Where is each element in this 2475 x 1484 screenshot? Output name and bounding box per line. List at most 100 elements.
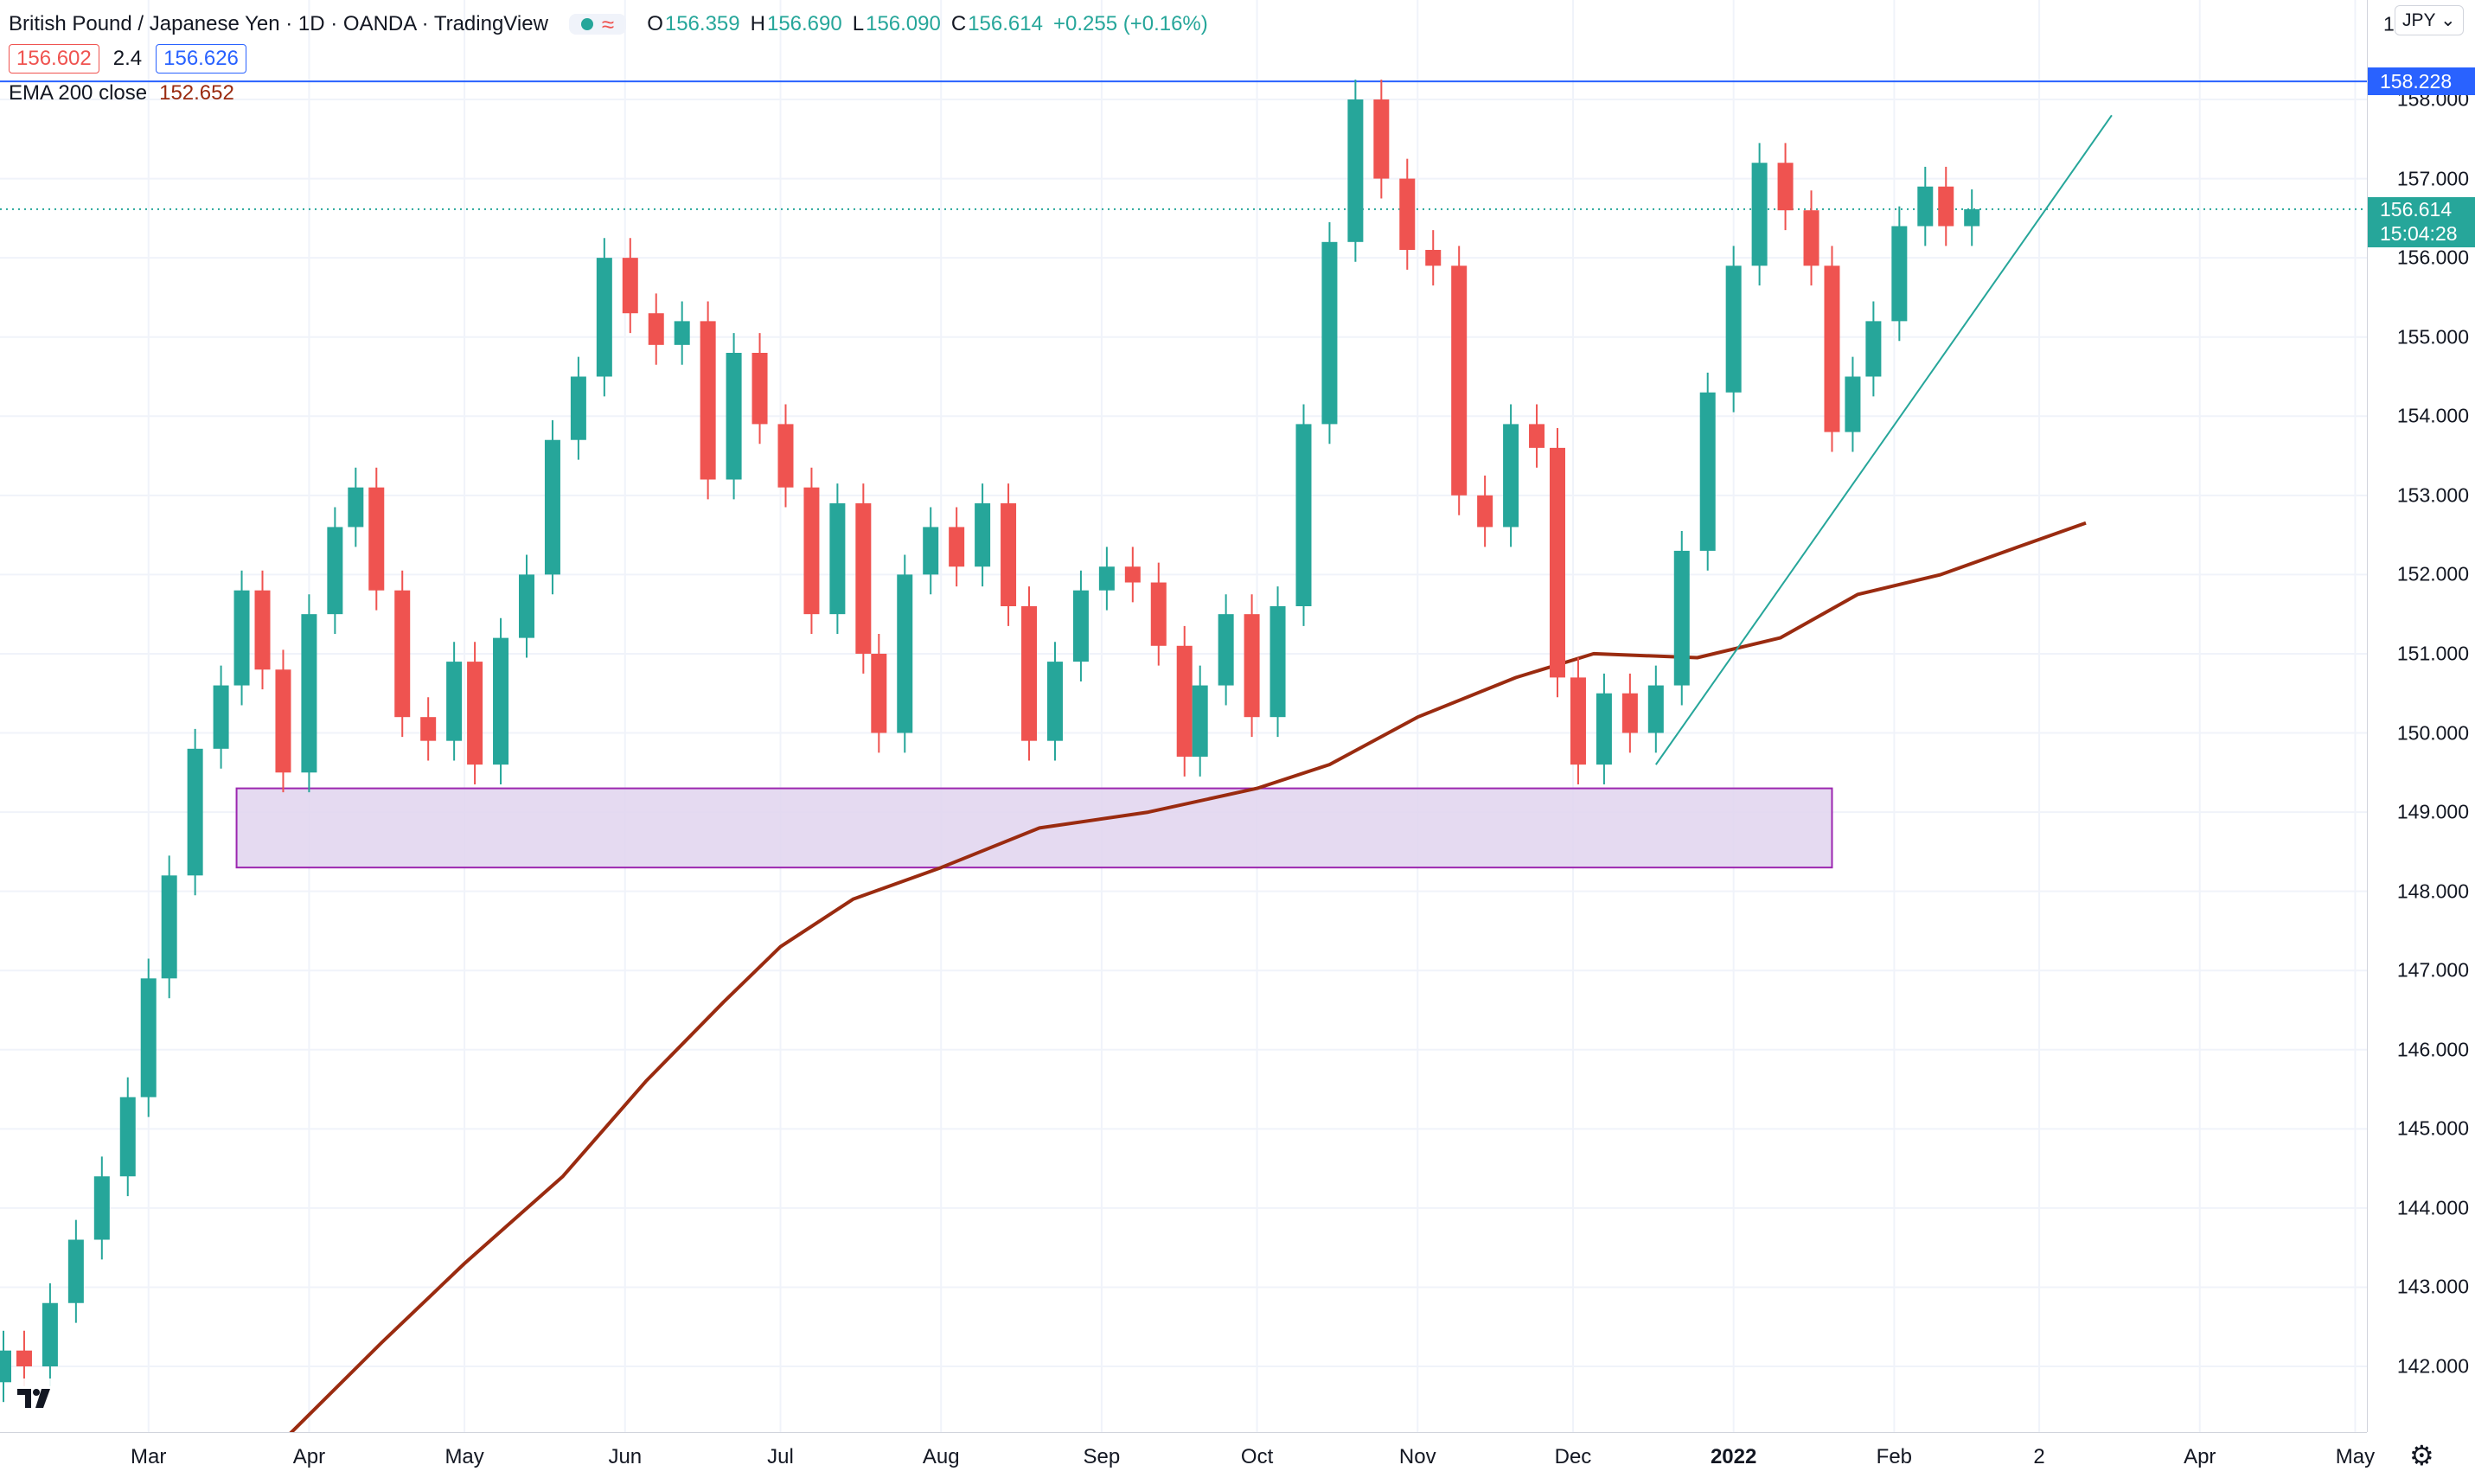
candle-body xyxy=(327,527,343,615)
candle-body xyxy=(897,574,913,733)
candle-body xyxy=(726,353,742,480)
time-tick-label: Jun xyxy=(608,1445,643,1468)
time-tick-label: Feb xyxy=(1876,1445,1913,1468)
price-tick-label: 150.000 xyxy=(2396,721,2469,744)
candle-body xyxy=(1269,606,1286,718)
time-tick-label: Aug xyxy=(922,1445,960,1468)
candle-body xyxy=(187,748,203,876)
visibility-toggle[interactable]: ≈ xyxy=(568,11,627,37)
candle-body xyxy=(1803,210,1819,266)
candle-body xyxy=(233,590,250,686)
candle-body xyxy=(1150,582,1167,646)
ohlc-close-label: C xyxy=(950,12,967,35)
ohlc-low-value: 156.090 xyxy=(866,12,941,35)
candle-body xyxy=(1529,424,1545,448)
price-tick-label: 147.000 xyxy=(2396,958,2469,982)
candle-body xyxy=(803,487,820,615)
buy-price-button[interactable]: 156.626 xyxy=(156,44,246,74)
candle-body xyxy=(949,527,965,567)
candle-body xyxy=(855,502,872,654)
candle-body xyxy=(1673,550,1690,686)
symbol-row: British Pound / Japanese Yen · 1D · OAND… xyxy=(9,7,1218,42)
candle-body xyxy=(1192,685,1208,757)
candle-body xyxy=(1938,186,1954,227)
indicator-value: 152.652 xyxy=(159,81,234,105)
time-tick-label: Mar xyxy=(131,1445,167,1468)
candle-body xyxy=(1964,208,1980,227)
settings-gear-icon[interactable]: ⚙ xyxy=(2409,1440,2434,1471)
price-axis[interactable]: 158.000 157.000 156.000 155.000 154.000 153.0… xyxy=(2367,0,2475,1432)
sell-price-button[interactable]: 156.602 xyxy=(9,44,99,74)
ohlc-low-label: L xyxy=(852,12,865,35)
symbol-title[interactable]: British Pound / Japanese Yen · 1D · OAND… xyxy=(9,12,548,35)
candle-body xyxy=(213,685,229,749)
candle-body xyxy=(1751,163,1768,266)
currency-button[interactable]: JPY ⌄ xyxy=(2395,5,2464,35)
candle-body xyxy=(1001,502,1017,606)
candle-body xyxy=(1321,241,1338,425)
candle-body xyxy=(923,527,939,575)
candle-body xyxy=(1451,265,1468,496)
time-tick-label: 2 xyxy=(2033,1445,2045,1468)
candle-body xyxy=(596,258,612,377)
candle-body xyxy=(467,662,483,765)
candle-body xyxy=(1399,178,1416,250)
candle-body xyxy=(0,1350,11,1383)
candle-body xyxy=(544,439,560,575)
trendline xyxy=(1654,114,2113,765)
price-tick-label: 145.000 xyxy=(2396,1116,2469,1140)
indicator-row[interactable]: EMA 200 close 152.652 xyxy=(9,76,1218,111)
candle-body xyxy=(570,376,586,440)
price-tick-label: 143.000 xyxy=(2396,1275,2469,1298)
wave-icon: ≈ xyxy=(601,11,615,37)
bar-countdown: 15:04:28 xyxy=(2380,221,2458,245)
ohlc-open-label: O xyxy=(647,12,663,35)
candle-body xyxy=(161,875,177,979)
candlestick-chart xyxy=(0,0,2367,1432)
candle-body xyxy=(1244,614,1260,718)
candle-body xyxy=(119,1097,136,1177)
candle-body xyxy=(301,614,317,773)
candle-body xyxy=(1824,265,1840,432)
indicator-name: EMA 200 close xyxy=(9,81,148,105)
price-tick-label: 148.000 xyxy=(2396,880,2469,903)
candle-body xyxy=(1098,566,1115,591)
time-tick-label: May xyxy=(2335,1445,2376,1468)
change-value: +0.255 (+0.16%) xyxy=(1052,12,1208,35)
time-tick-label: Dec xyxy=(1554,1445,1592,1468)
candle-body xyxy=(1777,163,1794,211)
price-tick-label: 154.000 xyxy=(2396,404,2469,427)
candle-body xyxy=(1699,392,1716,551)
ohlc-close-value: 156.614 xyxy=(968,12,1043,35)
price-tick-label: 144.000 xyxy=(2396,1196,2469,1219)
candle-body xyxy=(829,502,846,615)
candle-body xyxy=(368,487,385,591)
time-axis[interactable]: Mar Apr May Jun Jul Aug Sep Oct Nov Dec 2022 Feb 2 Ap… xyxy=(0,1433,2375,1484)
ohlc-high-label: H xyxy=(750,12,765,35)
ohlc-high-value: 156.690 xyxy=(766,12,842,35)
price-tick-label: 142.000 xyxy=(2396,1354,2469,1378)
price-tick-label: 153.000 xyxy=(2396,483,2469,507)
time-tick-label: Apr xyxy=(2184,1445,2216,1468)
candle-body xyxy=(42,1302,58,1366)
tradingview-logo-icon[interactable] xyxy=(12,1378,59,1415)
quote-row: 156.602 2.4 156.626 xyxy=(9,42,1218,76)
chart-plot-area[interactable]: British Pound / Japanese Yen · 1D · OAND… xyxy=(0,0,2367,1433)
candle-body xyxy=(622,258,638,314)
candle-body xyxy=(1845,376,1861,432)
candle-body xyxy=(975,502,991,567)
candle-body xyxy=(254,590,271,670)
candle-body xyxy=(1124,566,1141,583)
chevron-down-icon: ⌄ xyxy=(2440,10,2456,30)
candle-body xyxy=(1891,226,1908,322)
candle-body xyxy=(1425,249,1442,266)
candle-body xyxy=(777,424,794,488)
time-tick-label: Nov xyxy=(1398,1445,1436,1468)
candle-body xyxy=(1176,645,1193,757)
time-tick-label: May xyxy=(444,1445,484,1468)
time-tick-label: 2022 xyxy=(1710,1445,1757,1468)
candle-body xyxy=(348,487,364,528)
ohlc-open-value: 156.359 xyxy=(664,12,740,35)
price-tick-partial: 1 xyxy=(2383,12,2395,35)
candle-body xyxy=(1596,693,1612,765)
